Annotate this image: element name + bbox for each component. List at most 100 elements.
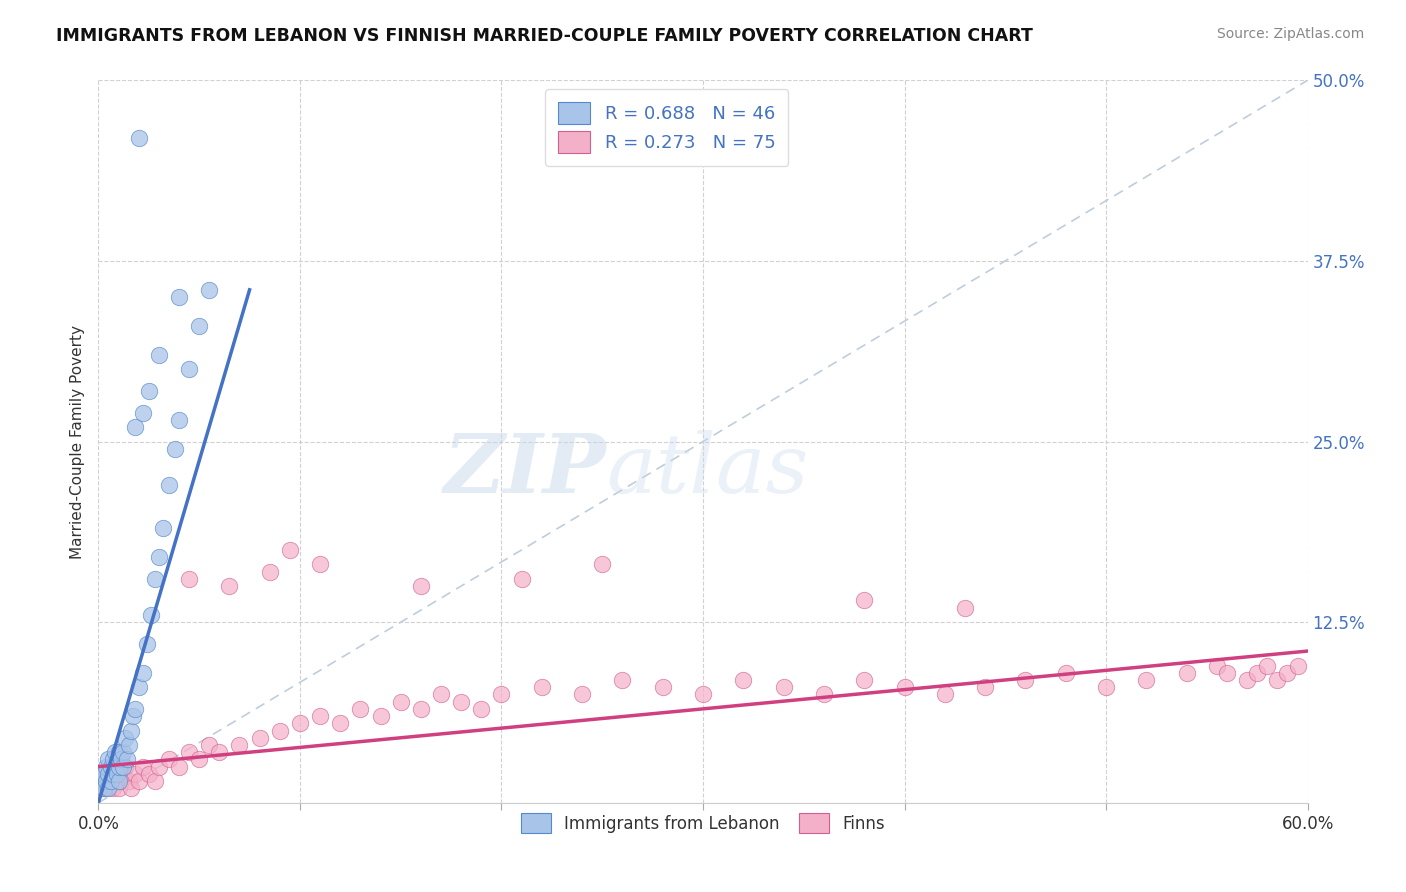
Point bbox=[218, 579, 240, 593]
Point bbox=[118, 774, 141, 789]
Point bbox=[228, 738, 250, 752]
Point bbox=[107, 781, 129, 796]
Point bbox=[132, 760, 155, 774]
Point bbox=[288, 716, 311, 731]
Point bbox=[107, 774, 129, 789]
Point bbox=[110, 774, 132, 789]
Point bbox=[97, 767, 120, 781]
Point bbox=[591, 558, 613, 572]
Point bbox=[138, 767, 160, 781]
Point bbox=[772, 680, 794, 694]
Point bbox=[124, 767, 146, 781]
Point bbox=[430, 687, 453, 701]
Point bbox=[349, 702, 371, 716]
Point bbox=[100, 774, 122, 789]
Point bbox=[124, 420, 146, 434]
Point bbox=[491, 687, 513, 701]
Point bbox=[135, 637, 157, 651]
Point bbox=[329, 716, 352, 731]
Point bbox=[179, 362, 201, 376]
Point bbox=[530, 680, 553, 694]
Point bbox=[103, 760, 125, 774]
Point bbox=[96, 774, 118, 789]
Point bbox=[101, 781, 124, 796]
Point bbox=[96, 781, 118, 796]
Point bbox=[1095, 680, 1118, 694]
Point bbox=[128, 680, 150, 694]
Point bbox=[198, 738, 221, 752]
Point bbox=[114, 760, 136, 774]
Point bbox=[853, 673, 876, 687]
Point bbox=[733, 673, 755, 687]
Point bbox=[110, 752, 132, 766]
Point bbox=[118, 738, 141, 752]
Point bbox=[97, 781, 120, 796]
Point bbox=[93, 767, 115, 781]
Point bbox=[389, 695, 412, 709]
Point bbox=[198, 283, 221, 297]
Point bbox=[97, 752, 120, 766]
Point bbox=[278, 542, 301, 557]
Point bbox=[953, 600, 976, 615]
Point bbox=[107, 745, 129, 759]
Point bbox=[91, 781, 114, 796]
Point bbox=[470, 702, 492, 716]
Point bbox=[309, 709, 332, 723]
Point bbox=[167, 760, 190, 774]
Point bbox=[249, 731, 271, 745]
Point bbox=[1206, 658, 1229, 673]
Point bbox=[269, 723, 291, 738]
Point bbox=[1175, 665, 1198, 680]
Point bbox=[111, 767, 134, 781]
Point bbox=[1054, 665, 1077, 680]
Point bbox=[188, 318, 211, 333]
Point bbox=[157, 478, 180, 492]
Point bbox=[167, 413, 190, 427]
Point bbox=[188, 752, 211, 766]
Point bbox=[813, 687, 835, 701]
Point bbox=[893, 680, 915, 694]
Point bbox=[100, 774, 122, 789]
Point bbox=[208, 745, 231, 759]
Point bbox=[409, 579, 432, 593]
Point bbox=[121, 709, 143, 723]
Point bbox=[132, 406, 155, 420]
Point bbox=[103, 774, 125, 789]
Point bbox=[93, 781, 115, 796]
Point bbox=[1236, 673, 1258, 687]
Point bbox=[1216, 665, 1239, 680]
Point bbox=[1286, 658, 1309, 673]
Point bbox=[370, 709, 392, 723]
Point bbox=[1267, 673, 1289, 687]
Text: IMMIGRANTS FROM LEBANON VS FINNISH MARRIED-COUPLE FAMILY POVERTY CORRELATION CHA: IMMIGRANTS FROM LEBANON VS FINNISH MARRI… bbox=[56, 27, 1033, 45]
Point bbox=[120, 723, 142, 738]
Point bbox=[103, 745, 125, 759]
Legend: Immigrants from Lebanon, Finns: Immigrants from Lebanon, Finns bbox=[509, 801, 897, 845]
Text: ZIP: ZIP bbox=[444, 431, 606, 510]
Point bbox=[105, 767, 128, 781]
Point bbox=[157, 752, 180, 766]
Text: atlas: atlas bbox=[606, 431, 808, 510]
Point bbox=[139, 607, 162, 622]
Point bbox=[91, 774, 114, 789]
Point bbox=[128, 774, 150, 789]
Point bbox=[111, 745, 134, 759]
Point bbox=[934, 687, 956, 701]
Point bbox=[148, 348, 170, 362]
Point bbox=[128, 131, 150, 145]
Point bbox=[143, 572, 166, 586]
Point bbox=[148, 550, 170, 565]
Point bbox=[179, 572, 201, 586]
Point bbox=[105, 767, 128, 781]
Point bbox=[124, 702, 146, 716]
Point bbox=[179, 745, 201, 759]
Point bbox=[1246, 665, 1268, 680]
Text: Source: ZipAtlas.com: Source: ZipAtlas.com bbox=[1216, 27, 1364, 41]
Point bbox=[101, 752, 124, 766]
Point bbox=[309, 558, 332, 572]
Point bbox=[120, 781, 142, 796]
Point bbox=[450, 695, 472, 709]
Point bbox=[409, 702, 432, 716]
Point bbox=[259, 565, 281, 579]
Point bbox=[974, 680, 997, 694]
